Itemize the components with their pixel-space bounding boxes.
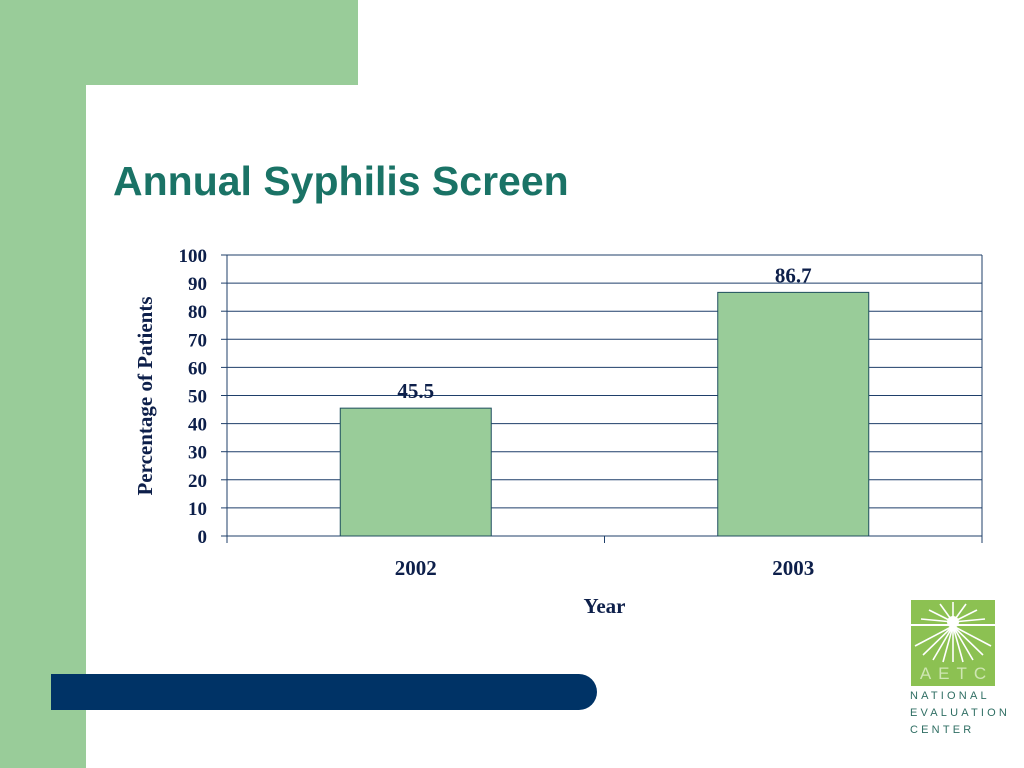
y-tick-label: 30 [188,443,207,464]
y-axis-title: Percentage of Patients [133,296,157,495]
y-tick-label: 90 [188,274,207,295]
slide-title: Annual Syphilis Screen [113,158,569,204]
y-tick-label: 0 [198,527,208,548]
x-axis-title: Year [584,594,626,618]
aetc-logo: AETC NATIONAL EVALUATION CENTER [908,578,1007,738]
x-tick-label-2002: 2002 [395,556,437,580]
y-tick-label: 80 [188,302,207,323]
bar-2003 [717,291,870,537]
y-tick-label: 100 [179,246,208,267]
bar-2002 [339,407,492,537]
data-label-2003: 86.7 [775,263,812,287]
data-label-2002: 45.5 [397,379,434,403]
logo-box: AETC [911,600,995,686]
x-tick-label-2003: 2003 [772,556,814,580]
left-accent-band [0,0,86,768]
logo-line-center: CENTER [910,724,975,736]
logo-line-evaluation: EVALUATION [910,707,1011,719]
logo-acronym: AETC [919,664,994,683]
y-tick-label: 10 [188,499,207,520]
top-accent-band [0,0,358,85]
y-tick-label: 20 [188,471,207,492]
bottom-decorative-bar [51,674,597,710]
y-tick-label: 60 [188,358,207,379]
y-tick-label: 50 [188,387,207,408]
logo-line-national: NATIONAL [910,690,990,702]
y-tick-label: 40 [188,415,207,436]
y-tick-label: 70 [188,330,207,351]
sunburst-icon [911,602,995,663]
